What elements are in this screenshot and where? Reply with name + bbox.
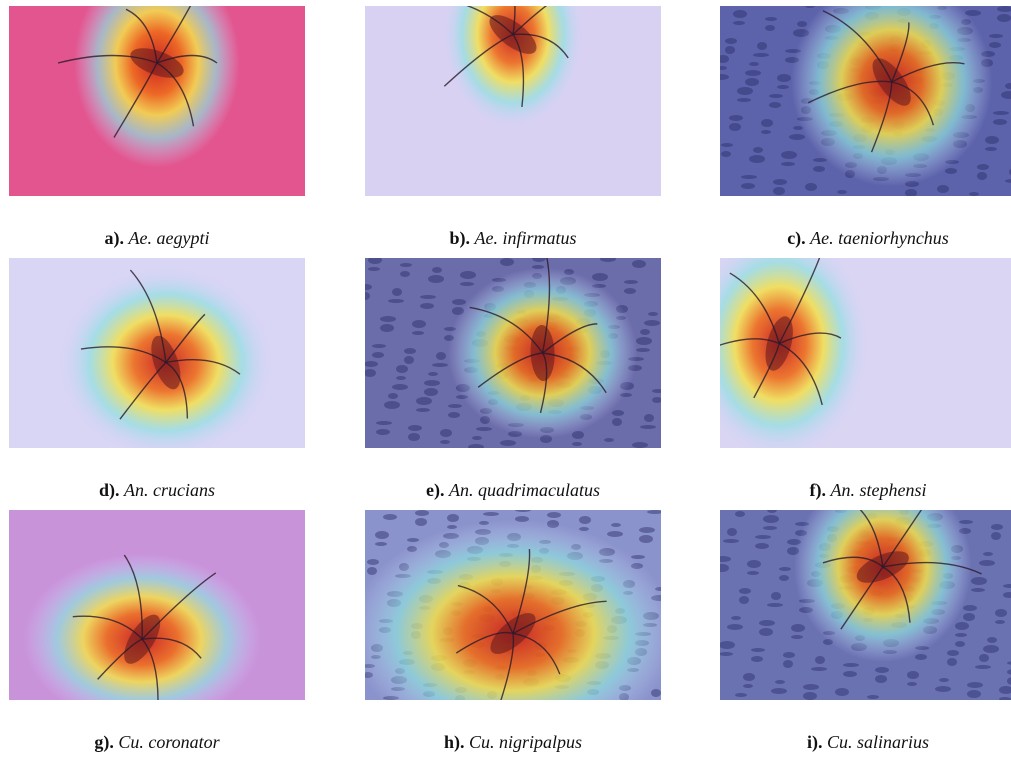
heatmap-image bbox=[365, 6, 661, 196]
species-name: Cu. salinarius bbox=[826, 732, 930, 752]
caption: f). An. stephensi bbox=[720, 480, 1011, 501]
panel-label: f). bbox=[809, 480, 827, 500]
caption: c). Ae. taeniorhynchus bbox=[720, 228, 1011, 249]
caption: g). Cu. coronator bbox=[9, 732, 305, 753]
species-name: Cu. nigripalpus bbox=[468, 732, 583, 752]
panel-label: i). bbox=[806, 732, 823, 752]
panel-label: b). bbox=[449, 228, 470, 248]
panel-label: d). bbox=[99, 480, 120, 500]
heatmap-image bbox=[9, 6, 305, 196]
caption: e). An. quadrimaculatus bbox=[365, 480, 661, 501]
caption: i). Cu. salinarius bbox=[720, 732, 1011, 753]
panel-label: c). bbox=[787, 228, 806, 248]
species-name: An. crucians bbox=[124, 480, 215, 500]
heatmap-image bbox=[720, 510, 1011, 700]
caption: b). Ae. infirmatus bbox=[365, 228, 661, 249]
panel-label: h). bbox=[443, 732, 465, 752]
caption: d). An. crucians bbox=[9, 480, 305, 501]
caption: a). Ae. aegypti bbox=[9, 228, 305, 249]
panel-label: g). bbox=[94, 732, 114, 752]
panel-label: e). bbox=[426, 480, 445, 500]
heatmap-image bbox=[720, 258, 1011, 448]
heatmap-image bbox=[365, 510, 661, 700]
panel-label: a). bbox=[104, 228, 125, 248]
species-name: An. stephensi bbox=[830, 480, 927, 500]
species-name: An. quadrimaculatus bbox=[448, 480, 600, 500]
species-name: Cu. coronator bbox=[118, 732, 220, 752]
caption: h). Cu. nigripalpus bbox=[365, 732, 661, 753]
heatmap-image bbox=[9, 510, 305, 700]
heatmap-image bbox=[9, 258, 305, 448]
heatmap-image bbox=[365, 258, 661, 448]
heatmap-image bbox=[720, 6, 1011, 196]
species-name: Ae. aegypti bbox=[128, 228, 210, 248]
species-name: Ae. taeniorhynchus bbox=[810, 228, 949, 248]
species-name: Ae. infirmatus bbox=[474, 228, 577, 248]
